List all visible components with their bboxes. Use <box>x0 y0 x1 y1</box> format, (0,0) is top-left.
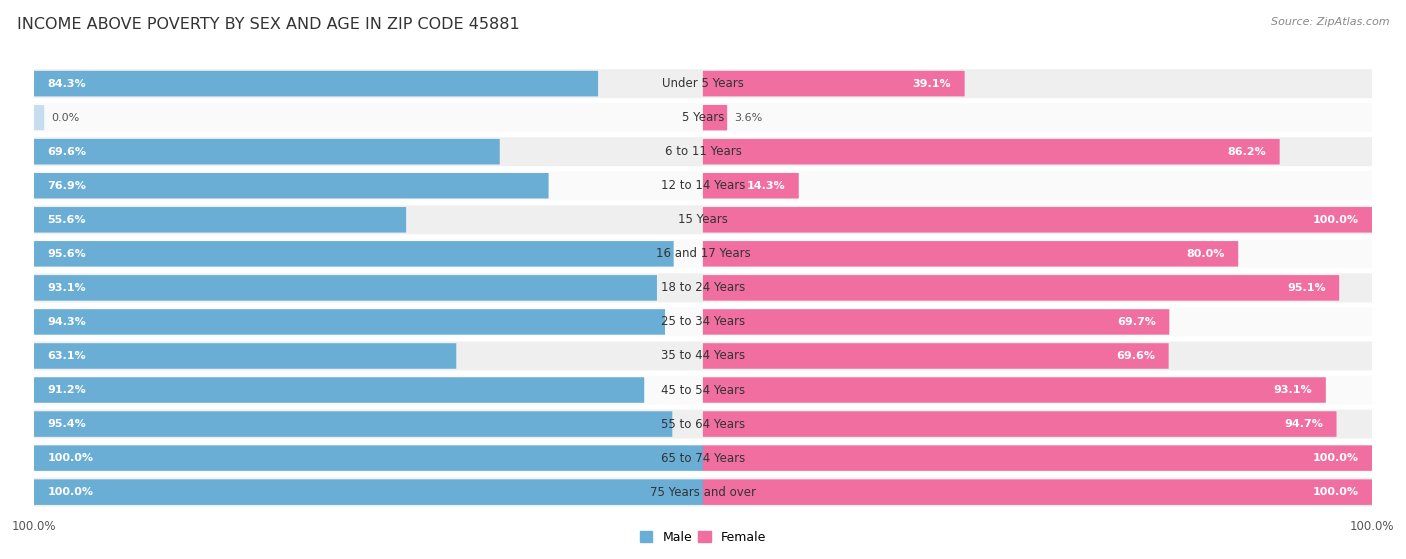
FancyBboxPatch shape <box>34 241 673 267</box>
Text: 0.0%: 0.0% <box>51 113 79 122</box>
Text: 76.9%: 76.9% <box>48 181 86 191</box>
FancyBboxPatch shape <box>34 105 44 130</box>
Text: INCOME ABOVE POVERTY BY SEX AND AGE IN ZIP CODE 45881: INCOME ABOVE POVERTY BY SEX AND AGE IN Z… <box>17 17 520 32</box>
Text: 86.2%: 86.2% <box>1227 146 1267 157</box>
FancyBboxPatch shape <box>34 207 406 233</box>
FancyBboxPatch shape <box>34 205 1372 234</box>
FancyBboxPatch shape <box>34 309 665 335</box>
FancyBboxPatch shape <box>703 411 1337 437</box>
FancyBboxPatch shape <box>34 307 1372 337</box>
Text: 25 to 34 Years: 25 to 34 Years <box>661 315 745 329</box>
Text: 93.1%: 93.1% <box>48 283 86 293</box>
FancyBboxPatch shape <box>34 480 703 505</box>
Text: 55 to 64 Years: 55 to 64 Years <box>661 418 745 430</box>
FancyBboxPatch shape <box>34 239 1372 268</box>
Text: 15 Years: 15 Years <box>678 214 728 226</box>
Text: 16 and 17 Years: 16 and 17 Years <box>655 247 751 260</box>
FancyBboxPatch shape <box>703 480 1372 505</box>
Text: 84.3%: 84.3% <box>48 79 86 89</box>
FancyBboxPatch shape <box>34 343 457 369</box>
Text: 69.6%: 69.6% <box>1116 351 1156 361</box>
Text: 12 to 14 Years: 12 to 14 Years <box>661 179 745 192</box>
FancyBboxPatch shape <box>34 446 703 471</box>
FancyBboxPatch shape <box>34 342 1372 371</box>
Text: 5 Years: 5 Years <box>682 111 724 124</box>
FancyBboxPatch shape <box>34 410 1372 438</box>
Text: 65 to 74 Years: 65 to 74 Years <box>661 452 745 465</box>
FancyBboxPatch shape <box>703 309 1170 335</box>
FancyBboxPatch shape <box>34 171 1372 200</box>
Text: 14.3%: 14.3% <box>747 181 786 191</box>
Text: 69.6%: 69.6% <box>48 146 87 157</box>
FancyBboxPatch shape <box>34 377 644 403</box>
Text: 75 Years and over: 75 Years and over <box>650 486 756 499</box>
FancyBboxPatch shape <box>34 103 1372 132</box>
FancyBboxPatch shape <box>34 139 499 164</box>
Legend: Male, Female: Male, Female <box>636 526 770 549</box>
Text: 100.0%: 100.0% <box>48 487 94 497</box>
FancyBboxPatch shape <box>34 273 1372 302</box>
Text: 100.0%: 100.0% <box>1312 487 1358 497</box>
Text: 3.6%: 3.6% <box>734 113 762 122</box>
FancyBboxPatch shape <box>703 173 799 198</box>
Text: 91.2%: 91.2% <box>48 385 86 395</box>
FancyBboxPatch shape <box>703 105 727 130</box>
Text: 100.0%: 100.0% <box>48 453 94 463</box>
FancyBboxPatch shape <box>34 69 1372 98</box>
Text: 93.1%: 93.1% <box>1274 385 1312 395</box>
Text: 94.7%: 94.7% <box>1284 419 1323 429</box>
FancyBboxPatch shape <box>34 275 657 301</box>
FancyBboxPatch shape <box>703 139 1279 164</box>
Text: 100.0%: 100.0% <box>1312 215 1358 225</box>
Text: Under 5 Years: Under 5 Years <box>662 77 744 90</box>
FancyBboxPatch shape <box>34 71 598 96</box>
FancyBboxPatch shape <box>34 138 1372 166</box>
Text: Source: ZipAtlas.com: Source: ZipAtlas.com <box>1271 17 1389 27</box>
Text: 95.4%: 95.4% <box>48 419 86 429</box>
FancyBboxPatch shape <box>34 376 1372 405</box>
FancyBboxPatch shape <box>703 343 1168 369</box>
FancyBboxPatch shape <box>703 377 1326 403</box>
FancyBboxPatch shape <box>34 411 672 437</box>
Text: 80.0%: 80.0% <box>1187 249 1225 259</box>
Text: 94.3%: 94.3% <box>48 317 86 327</box>
Text: 45 to 54 Years: 45 to 54 Years <box>661 383 745 396</box>
Text: 39.1%: 39.1% <box>912 79 950 89</box>
FancyBboxPatch shape <box>34 173 548 198</box>
Text: 55.6%: 55.6% <box>48 215 86 225</box>
Text: 69.7%: 69.7% <box>1116 317 1156 327</box>
FancyBboxPatch shape <box>703 275 1339 301</box>
FancyBboxPatch shape <box>703 71 965 96</box>
FancyBboxPatch shape <box>34 444 1372 472</box>
Text: 100.0%: 100.0% <box>1312 453 1358 463</box>
FancyBboxPatch shape <box>703 207 1372 233</box>
Text: 95.1%: 95.1% <box>1286 283 1326 293</box>
Text: 6 to 11 Years: 6 to 11 Years <box>665 145 741 158</box>
FancyBboxPatch shape <box>703 446 1372 471</box>
FancyBboxPatch shape <box>34 478 1372 506</box>
Text: 35 to 44 Years: 35 to 44 Years <box>661 349 745 362</box>
Text: 95.6%: 95.6% <box>48 249 86 259</box>
Text: 63.1%: 63.1% <box>48 351 86 361</box>
Text: 18 to 24 Years: 18 to 24 Years <box>661 281 745 295</box>
FancyBboxPatch shape <box>703 241 1239 267</box>
